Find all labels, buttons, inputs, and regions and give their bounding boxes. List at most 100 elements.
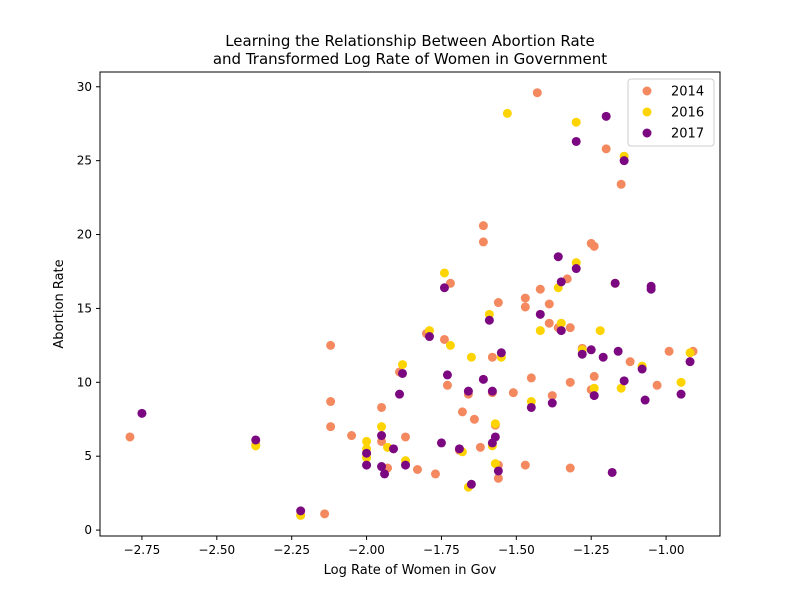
data-point-2014 — [326, 397, 336, 407]
data-point-2017 — [487, 386, 497, 396]
data-point-2017 — [577, 349, 587, 359]
x-tick-label: −2.50 — [198, 543, 235, 557]
data-point-2017 — [362, 460, 372, 470]
data-point-2017 — [478, 374, 488, 384]
data-point-2016 — [616, 383, 626, 393]
data-point-2017 — [601, 111, 611, 121]
data-point-2017 — [439, 283, 449, 293]
data-point-2016 — [589, 383, 599, 393]
data-point-2017 — [535, 309, 545, 319]
data-point-2017 — [613, 346, 623, 356]
data-point-2017 — [619, 156, 629, 166]
chart-title-line-2: and Transformed Log Rate of Women in Gov… — [213, 50, 607, 68]
data-point-2014 — [526, 373, 536, 383]
data-point-2014 — [439, 334, 449, 344]
y-tick-label: 20 — [77, 228, 92, 242]
data-point-2017 — [685, 357, 695, 367]
data-point-2017 — [137, 408, 147, 418]
data-point-2016 — [502, 108, 512, 118]
legend-label-2014: 2014 — [671, 85, 704, 100]
data-point-2014 — [532, 88, 542, 98]
data-point-2014 — [401, 432, 411, 442]
data-point-2017 — [463, 386, 473, 396]
data-point-2014 — [347, 431, 357, 441]
data-point-2014 — [125, 432, 135, 442]
data-point-2014 — [565, 463, 575, 473]
y-tick-label: 30 — [77, 80, 92, 94]
data-point-2017 — [377, 431, 387, 441]
data-point-2016 — [377, 422, 387, 432]
data-point-2016 — [535, 326, 545, 336]
data-point-2017 — [610, 278, 620, 288]
data-point-2014 — [601, 144, 611, 154]
data-point-2014 — [589, 371, 599, 381]
data-point-2016 — [595, 326, 605, 336]
y-axis-ticks: 0 5 10 15 20 25 30 — [77, 80, 100, 537]
data-point-2014 — [493, 473, 503, 483]
data-point-2016 — [445, 340, 455, 350]
data-point-2016 — [490, 459, 500, 469]
data-point-2014 — [535, 284, 545, 294]
x-axis-label: Log Rate of Women in Gov — [324, 563, 497, 578]
data-point-2017 — [637, 364, 647, 374]
x-tick-label: −1.50 — [498, 543, 535, 557]
data-point-2014 — [520, 302, 530, 312]
data-point-2017 — [571, 136, 581, 146]
data-point-2017 — [646, 284, 656, 294]
data-point-2014 — [412, 465, 422, 475]
data-point-2014 — [547, 391, 557, 401]
data-point-2014 — [625, 357, 635, 367]
x-tick-label: −1.75 — [423, 543, 460, 557]
data-point-2014 — [589, 241, 599, 251]
data-point-2017 — [553, 252, 563, 262]
data-point-2017 — [377, 462, 387, 472]
plot-area-frame — [99, 71, 721, 537]
y-tick-label: 25 — [77, 154, 92, 168]
data-point-2017 — [442, 370, 452, 380]
data-point-2014 — [475, 442, 485, 452]
data-point-2014 — [565, 377, 575, 387]
data-point-2016 — [490, 419, 500, 429]
data-point-2014 — [478, 237, 488, 247]
data-point-2017 — [296, 506, 306, 516]
x-tick-label: −2.75 — [124, 543, 161, 557]
x-axis-ticks: −2.75 −2.50 −2.25 −2.00 −1.75 −1.50 −1.25 −1.00 — [124, 536, 685, 557]
x-tick-label: −1.00 — [648, 543, 685, 557]
x-tick-label: −1.25 — [573, 543, 610, 557]
y-tick-label: 0 — [84, 523, 92, 537]
legend-label-2017: 2017 — [671, 127, 704, 142]
data-point-2017 — [424, 332, 434, 342]
data-point-2017 — [589, 391, 599, 401]
data-point-2016 — [556, 318, 566, 328]
data-point-2014 — [469, 414, 479, 424]
data-point-2014 — [493, 298, 503, 308]
legend-label-2016: 2016 — [671, 106, 704, 121]
data-point-2017 — [362, 448, 372, 458]
data-point-2014 — [442, 380, 452, 390]
data-point-2016 — [362, 436, 372, 446]
data-point-2017 — [676, 389, 686, 399]
data-point-2017 — [251, 435, 261, 445]
data-point-2014 — [457, 407, 467, 417]
x-tick-label: −2.25 — [273, 543, 310, 557]
data-point-2017 — [556, 326, 566, 336]
y-axis-label: Abortion Rate — [52, 259, 67, 348]
data-points — [125, 88, 698, 520]
data-point-2017 — [466, 479, 476, 489]
legend-marker-2014 — [642, 86, 652, 96]
data-point-2017 — [598, 352, 608, 362]
data-point-2017 — [401, 460, 411, 470]
legend: 2014 2016 2017 — [627, 78, 715, 147]
data-point-2016 — [676, 377, 686, 387]
data-point-2016 — [466, 352, 476, 362]
y-tick-label: 10 — [77, 375, 92, 389]
data-point-2016 — [439, 268, 449, 278]
data-point-2016 — [398, 360, 408, 370]
y-tick-label: 5 — [84, 449, 92, 463]
series-2017 — [137, 111, 695, 516]
legend-marker-2017 — [642, 128, 652, 138]
data-point-2016 — [685, 348, 695, 358]
data-point-2017 — [389, 444, 399, 454]
data-point-2014 — [616, 179, 626, 189]
